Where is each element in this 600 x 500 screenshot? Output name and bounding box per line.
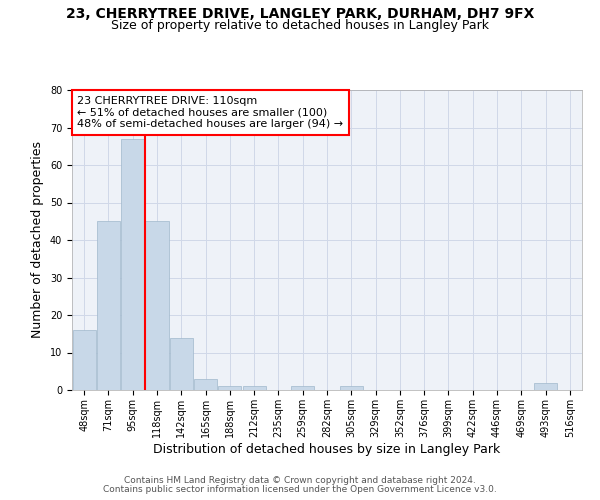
Bar [291, 386, 314, 390]
Text: Contains HM Land Registry data © Crown copyright and database right 2024.: Contains HM Land Registry data © Crown c… [124, 476, 476, 485]
Bar [218, 386, 241, 390]
Text: 23 CHERRYTREE DRIVE: 110sqm
← 51% of detached houses are smaller (100)
48% of se: 23 CHERRYTREE DRIVE: 110sqm ← 51% of det… [77, 96, 343, 129]
Text: Distribution of detached houses by size in Langley Park: Distribution of detached houses by size … [154, 442, 500, 456]
Bar [121, 138, 144, 390]
Text: 23, CHERRYTREE DRIVE, LANGLEY PARK, DURHAM, DH7 9FX: 23, CHERRYTREE DRIVE, LANGLEY PARK, DURH… [66, 8, 534, 22]
Bar [340, 386, 363, 390]
Bar [534, 382, 557, 390]
Y-axis label: Number of detached properties: Number of detached properties [31, 142, 44, 338]
Text: Size of property relative to detached houses in Langley Park: Size of property relative to detached ho… [111, 18, 489, 32]
Bar [194, 379, 217, 390]
Bar [73, 330, 95, 390]
Text: Contains public sector information licensed under the Open Government Licence v3: Contains public sector information licen… [103, 485, 497, 494]
Bar [97, 221, 120, 390]
Bar [242, 386, 266, 390]
Bar [145, 221, 169, 390]
Bar [170, 338, 193, 390]
